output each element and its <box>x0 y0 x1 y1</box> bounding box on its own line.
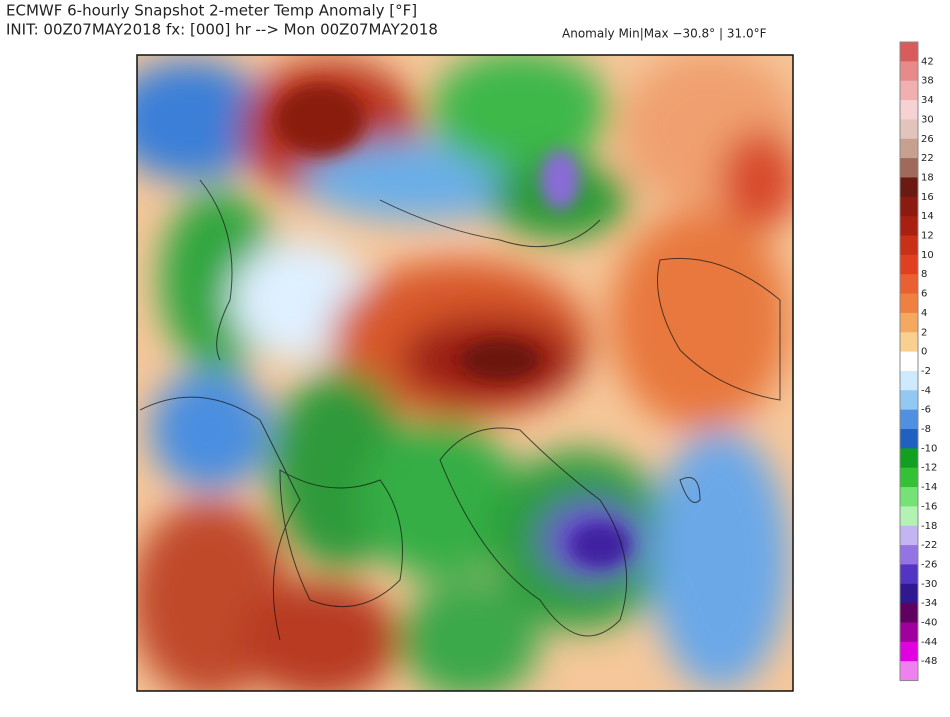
colorbar-swatch <box>900 119 918 140</box>
colorbar-swatch <box>900 235 918 256</box>
map <box>137 55 793 691</box>
title: ECMWF 6-hourly Snapshot 2-meter Temp Ano… <box>6 2 417 20</box>
colorbar-swatch <box>900 42 918 62</box>
colorbar-label: 18 <box>921 172 934 183</box>
colorbar-label: 26 <box>921 134 934 145</box>
colorbar-swatch <box>900 100 918 120</box>
colorbar: 423834302622181614121086420-2-4-6-8-10-1… <box>899 41 937 682</box>
colorbar-label: 0 <box>921 347 927 358</box>
colorbar-label: -14 <box>921 482 937 493</box>
colorbar-label: -8 <box>921 424 931 435</box>
colorbar-label: 8 <box>921 269 927 280</box>
colorbar-label: -22 <box>921 540 937 551</box>
colorbar-swatch <box>900 332 918 353</box>
colorbar-label: 14 <box>921 211 934 222</box>
anomaly-minmax: Anomaly Min|Max −30.8° | 31.0°F <box>562 27 767 41</box>
colorbar-swatch <box>900 622 918 643</box>
colorbar-swatch <box>900 429 918 449</box>
colorbar-swatch <box>900 370 918 391</box>
colorbar-label: -34 <box>921 598 937 609</box>
colorbar-swatch <box>900 293 918 314</box>
colorbar-swatch <box>900 158 918 178</box>
map-frame <box>136 54 794 692</box>
colorbar-swatch <box>900 448 918 469</box>
colorbar-label: -16 <box>921 501 937 512</box>
colorbar-swatch <box>900 603 918 623</box>
colorbar-label: -30 <box>921 579 937 590</box>
colorbar-label: 30 <box>921 114 934 125</box>
colorbar-swatch <box>900 312 918 333</box>
colorbar-label: -12 <box>921 463 937 474</box>
colorbar-label: 12 <box>921 231 934 242</box>
colorbar-swatch <box>900 467 918 488</box>
colorbar-swatch <box>900 254 918 275</box>
colorbar-label: -6 <box>921 405 931 416</box>
colorbar-swatch <box>900 661 918 682</box>
colorbar-label: 10 <box>921 250 934 261</box>
colorbar-label: -2 <box>921 366 931 377</box>
colorbar-label: -48 <box>921 656 937 667</box>
colorbar-label: -4 <box>921 385 931 396</box>
colorbar-label: -18 <box>921 521 937 532</box>
colorbar-swatch <box>900 641 918 662</box>
colorbar-swatch <box>900 177 918 198</box>
colorbar-swatch <box>900 409 918 430</box>
colorbar-label: 34 <box>921 95 934 106</box>
colorbar-label: 4 <box>921 308 927 319</box>
colorbar-swatch <box>900 487 918 507</box>
colorbar-label: 38 <box>921 76 934 87</box>
colorbar-label: -40 <box>921 618 937 629</box>
colorbar-label: 2 <box>921 327 927 338</box>
colorbar-label: 6 <box>921 289 927 300</box>
colorbar-label: -26 <box>921 559 937 570</box>
colorbar-swatch <box>900 525 918 546</box>
colorbar-swatch <box>900 80 918 101</box>
colorbar-swatch <box>900 138 918 159</box>
colorbar-label: 22 <box>921 153 934 164</box>
colorbar-label: -10 <box>921 443 937 454</box>
init-line: INIT: 00Z07MAY2018 fx: [000] hr --> Mon … <box>6 21 438 39</box>
colorbar-swatch <box>900 274 918 295</box>
colorbar-label: -44 <box>921 637 937 648</box>
colorbar-label: 42 <box>921 56 934 67</box>
colorbar-swatch <box>900 564 918 585</box>
colorbar-swatch <box>900 351 918 372</box>
colorbar-swatch <box>900 583 918 604</box>
colorbar-swatch <box>900 196 918 217</box>
colorbar-swatch <box>900 390 918 411</box>
colorbar-label: 16 <box>921 192 934 203</box>
colorbar-swatch <box>900 216 918 236</box>
colorbar-frame <box>899 41 919 682</box>
colorbar-swatch <box>900 506 918 527</box>
colorbar-swatch <box>900 545 918 565</box>
colorbar-swatch <box>900 61 918 82</box>
